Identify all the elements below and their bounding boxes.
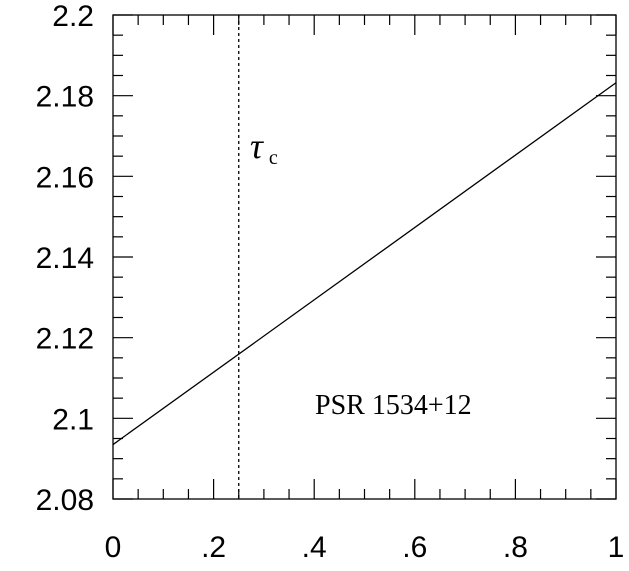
minor-ticks (113, 15, 616, 499)
y-tick-label: 2.12 (36, 323, 94, 356)
tau-symbol: τ (250, 126, 264, 166)
plot-frame (112, 14, 617, 500)
y-tick-labels: 2.08 2.1 2.12 2.14 2.16 2.18 2.2 (36, 0, 94, 517)
x-tick-label: 0 (105, 531, 122, 564)
x-tick-label: .8 (503, 531, 528, 564)
major-ticks (112, 14, 617, 500)
y-tick-label: 2.1 (52, 403, 94, 436)
x-tick-label: .2 (201, 531, 226, 564)
tau-c-label: τ c (250, 126, 278, 169)
series (112, 82, 617, 446)
series-line (112, 82, 617, 446)
y-tick-label: 2.18 (36, 81, 94, 114)
y-tick-label: 2.14 (36, 242, 94, 275)
y-tick-label: 2.08 (36, 484, 94, 517)
y-tick-label: 2.16 (36, 161, 94, 194)
pulsar-label: PSR 1534+12 (315, 390, 472, 421)
x-tick-label: 1 (608, 531, 625, 564)
y-tick-label: 2.2 (52, 0, 94, 33)
x-tick-labels: 0 .2 .4 .6 .8 1 (105, 531, 625, 564)
tau-subscript: c (269, 147, 278, 169)
x-tick-label: .6 (402, 531, 427, 564)
x-tick-label: .4 (302, 531, 327, 564)
